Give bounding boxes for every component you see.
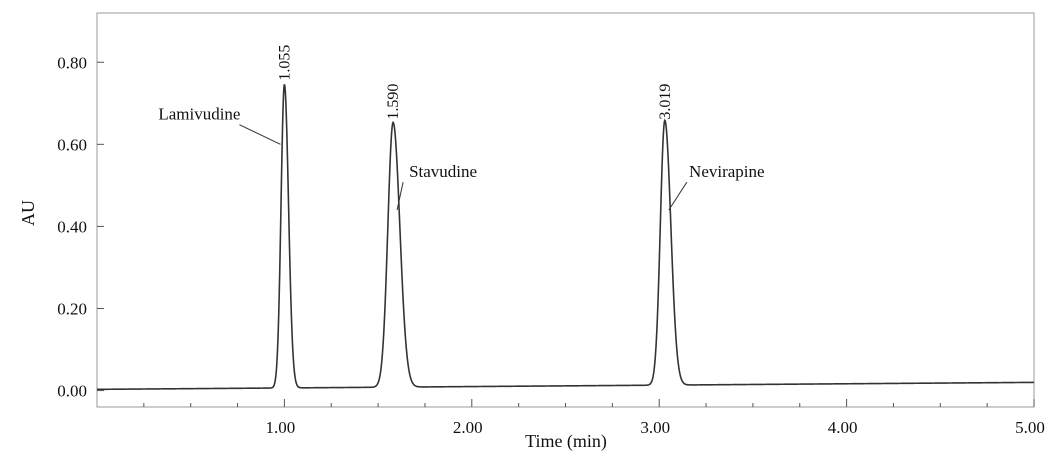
compound-leader-line [668, 181, 688, 211]
x-tick-label: 1.00 [266, 418, 296, 437]
x-tick-label: 4.00 [828, 418, 858, 437]
y-axis-title: AU [18, 200, 38, 226]
y-tick-label: 0.80 [57, 53, 87, 72]
compound-label: Stavudine [409, 162, 477, 181]
x-axis-title: Time (min) [525, 431, 607, 452]
x-axis: 1.00 2.00 3.00 4.00 5.00 [143, 399, 1045, 437]
peak-annotations: 1.055 Lamivudine 1.590 Stavudine 3.019 Nevira… [158, 45, 765, 211]
chromatogram-trace [97, 84, 1034, 391]
y-tick-label: 0.20 [57, 300, 87, 319]
compound-leader-line [396, 182, 404, 211]
x-tick-label: 2.00 [453, 418, 483, 437]
y-tick-label: 0.00 [57, 382, 87, 401]
y-axis: 0.00 0.20 0.40 0.60 0.80 [57, 53, 104, 401]
compound-label: Lamivudine [158, 105, 240, 124]
y-tick-label: 0.60 [57, 135, 87, 154]
y-tick-label: 0.40 [57, 217, 87, 236]
peak-retention-label: 1.055 [276, 45, 293, 81]
peak-retention-label: 1.590 [385, 84, 402, 120]
x-tick-label: 5.00 [1015, 418, 1045, 437]
compound-label: Nevirapine [689, 162, 765, 181]
compound-leader-line [239, 124, 281, 145]
x-tick-label: 3.00 [640, 418, 670, 437]
peak-retention-label: 3.019 [657, 84, 674, 120]
plot-frame [96, 12, 1035, 408]
